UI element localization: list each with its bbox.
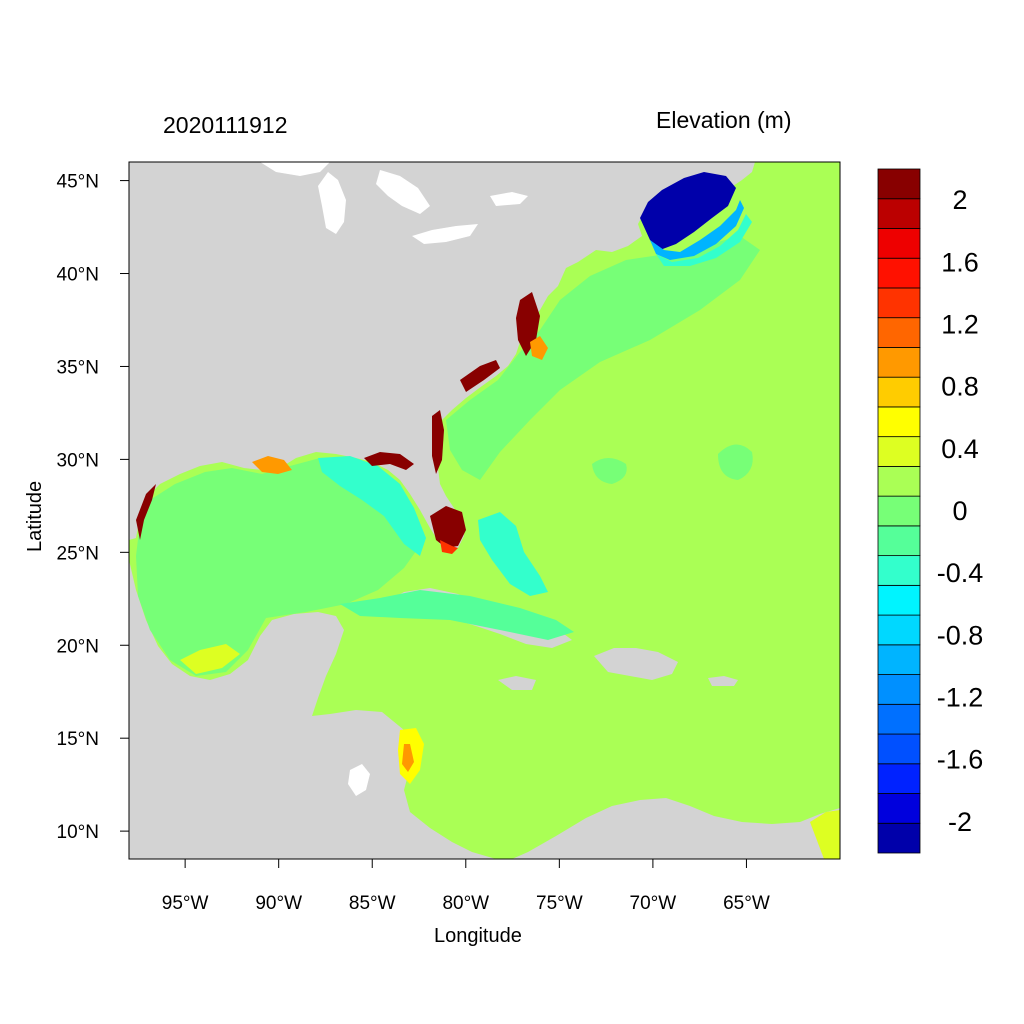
colorbar-tick-label: 1.6: [941, 247, 979, 277]
lake-nicaragua: [348, 764, 370, 796]
colorbar-tick-label: 0.4: [941, 434, 979, 464]
colorbar-box: [877, 674, 921, 705]
map-layers: [129, 162, 840, 859]
colorbar-tick-label: -1.2: [937, 683, 984, 713]
y-tick-label: 20°N: [57, 636, 99, 657]
y-tick-label: 35°N: [57, 357, 99, 378]
gulf-of-maine-fringe: [650, 200, 744, 260]
colorbar-box: [877, 465, 921, 497]
colorbar-box: [877, 733, 921, 765]
colorbar-boxes: [877, 168, 921, 854]
variable-label: Elevation (m): [656, 107, 792, 133]
colorbar-tick-label: 0.8: [941, 372, 979, 402]
south-america-land: [512, 798, 840, 859]
florida-surge-positive: [430, 506, 466, 548]
y-tick-label: 10°N: [57, 822, 99, 843]
honduras-coast-fringe: [402, 744, 414, 772]
bahamas-negative: [478, 512, 548, 596]
y-tick-label: 40°N: [57, 265, 99, 286]
colorbar-box: [877, 287, 921, 319]
colorbar-box: [877, 317, 921, 348]
colorbar-box: [877, 168, 921, 200]
cuba-north-negative: [340, 590, 574, 640]
y-tick-label: 45°N: [57, 172, 99, 193]
colorbar-tick-label: -1.6: [937, 745, 984, 775]
lake-michigan: [318, 172, 346, 234]
x-tick-label: 65°W: [723, 893, 770, 914]
x-tick-label: 85°W: [349, 893, 396, 914]
x-tick-label: 75°W: [536, 893, 583, 914]
colorbar-box: [877, 763, 921, 794]
colorbar-box: [877, 228, 921, 259]
timestamp-label: 2020111912: [163, 112, 288, 138]
colorbar-box: [877, 822, 921, 854]
colorbar-box: [877, 584, 921, 616]
axis-ticks: 95°W 90°W 85°W 80°W 75°W 70°W 65°W 45°N 40°N 35°N…: [57, 172, 770, 914]
gulf-anomaly-region: [136, 458, 424, 676]
colorbar-box: [877, 198, 921, 229]
x-tick-label: 80°W: [442, 893, 489, 914]
mexico-central-america-land: [129, 560, 496, 859]
ga-sc-coast-positive: [460, 360, 500, 392]
colorbar-box: [877, 406, 921, 438]
jamaica-land: [498, 676, 536, 690]
louisiana-coast-positive: [252, 456, 292, 474]
gulf-of-maine-negative: [640, 172, 736, 250]
colorbar-box: [877, 614, 921, 646]
colorbar-box: [877, 525, 921, 557]
atlantic-eddy-1: [592, 458, 627, 484]
yucatan-northwest-anomaly: [180, 644, 240, 674]
hispaniola-land: [594, 648, 678, 680]
y-tick-label: 25°N: [57, 543, 99, 564]
colorbar-tick-label: 2: [952, 185, 967, 215]
colorbar-box: [877, 793, 921, 824]
x-tick-label: 90°W: [255, 893, 302, 914]
lake-huron: [376, 170, 430, 214]
atlantic-shelf-anomaly: [446, 236, 760, 480]
colorbar-box: [877, 376, 921, 408]
ne-florida-coast-positive: [432, 410, 444, 474]
colorbar-box: [877, 347, 921, 378]
lake-erie: [412, 224, 478, 244]
colorbar-tick-label: 0: [952, 496, 967, 526]
colorbar-tick-label: -0.8: [937, 620, 984, 650]
southeast-corner-positive: [810, 810, 840, 859]
colorbar-labels: 2 1.6 1.2 0.8 0.4 0 -0.4 -0.8 -1.2 -1.6 -2: [937, 185, 984, 837]
y-tick-label: 15°N: [57, 729, 99, 750]
gulf-of-maine-outer: [656, 214, 752, 266]
colorbar-box: [877, 495, 921, 527]
y-tick-label: 30°N: [57, 450, 99, 471]
colorbar-box: [877, 644, 921, 675]
gulf-northeast-negative: [318, 456, 426, 556]
lake-superior: [260, 162, 330, 176]
colorbar-box: [877, 555, 921, 586]
colorbar-box: [877, 257, 921, 289]
colorbar-box: [877, 436, 921, 467]
colorbar-tick-label: -0.4: [937, 558, 984, 588]
x-axis-label: Longitude: [434, 925, 522, 947]
colorbar-tick-label: 1.2: [941, 309, 979, 339]
x-tick-label: 95°W: [162, 893, 209, 914]
texas-coast-positive: [136, 484, 156, 540]
x-tick-label: 70°W: [630, 893, 677, 914]
lake-ontario: [490, 192, 528, 206]
pamlico-sound-positive: [530, 336, 548, 360]
colorbar-tick-label: -2: [948, 807, 972, 837]
florida-surge-fringe: [440, 540, 458, 554]
colorbar-box: [877, 703, 921, 735]
north-america-land: [129, 162, 755, 552]
puerto-rico-land: [708, 676, 738, 686]
panhandle-surge-positive: [364, 452, 414, 470]
plot-frame: [128, 161, 841, 860]
atlantic-eddy-2: [718, 444, 753, 480]
